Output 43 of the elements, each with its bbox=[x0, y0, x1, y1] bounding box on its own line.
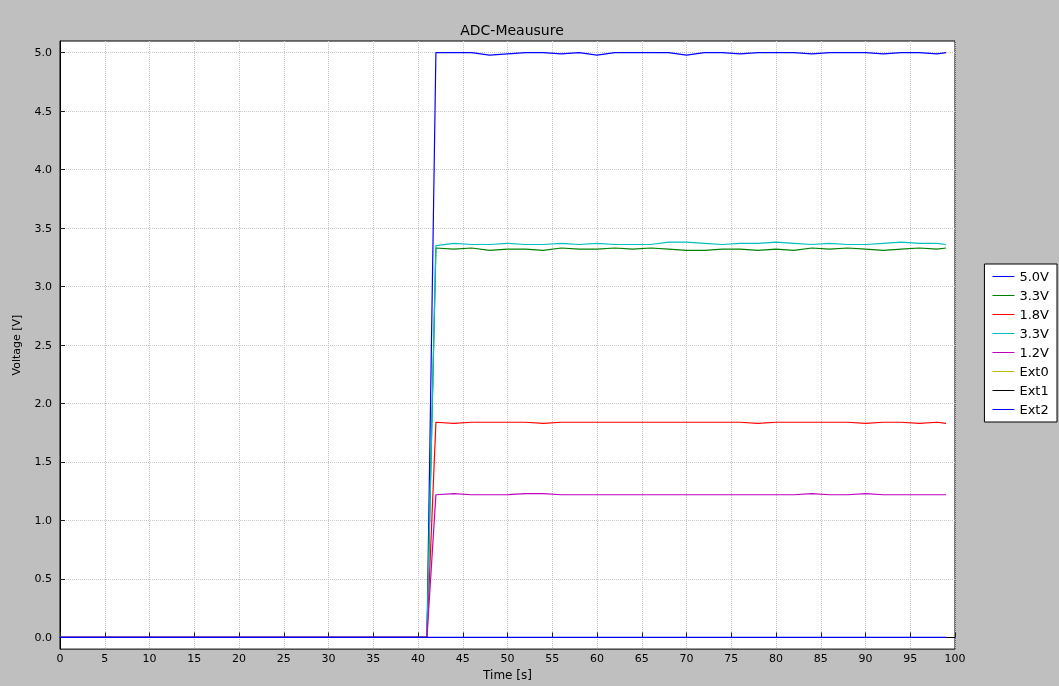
x-tick-label: 45 bbox=[455, 652, 470, 666]
y-tick-label: 4.5 bbox=[34, 104, 52, 118]
legend-label: Ext1 bbox=[1019, 383, 1049, 398]
y-tick-label: 1.5 bbox=[34, 455, 52, 469]
y-tick-label: 3.5 bbox=[34, 221, 52, 235]
x-axis-title: Time [s] bbox=[482, 668, 532, 682]
x-tick-label: 10 bbox=[142, 652, 157, 666]
x-tick-label: 30 bbox=[321, 652, 336, 666]
x-tick-label: 25 bbox=[276, 652, 291, 666]
legend-label: 3.3V bbox=[1019, 288, 1050, 303]
y-tick-label: 2.0 bbox=[34, 397, 52, 411]
x-tick-label: 75 bbox=[724, 652, 739, 666]
x-tick-label: 50 bbox=[500, 652, 515, 666]
y-axis-title: Voltage [V] bbox=[10, 314, 23, 376]
x-tick-label: 40 bbox=[411, 652, 425, 666]
x-tick-label: 5 bbox=[101, 652, 109, 666]
x-tick-label: 65 bbox=[634, 652, 649, 666]
legend-label: 1.8V bbox=[1019, 307, 1050, 322]
x-tick-label: 15 bbox=[187, 652, 202, 666]
y-tick-label: 5.0 bbox=[34, 46, 52, 60]
x-tick-label: 55 bbox=[545, 652, 560, 666]
x-tick-label: 0 bbox=[56, 652, 64, 666]
x-tick-label: 60 bbox=[590, 652, 604, 666]
y-tick-label: 0.5 bbox=[34, 572, 52, 586]
y-tick-label: 2.5 bbox=[34, 338, 52, 352]
y-tick-label: 3.0 bbox=[34, 280, 52, 294]
x-tick-label: 35 bbox=[366, 652, 381, 666]
x-tick-label: 80 bbox=[769, 652, 783, 666]
legend-label: Ext0 bbox=[1019, 364, 1049, 379]
x-tick-label: 70 bbox=[679, 652, 694, 666]
x-tick-label: 85 bbox=[813, 652, 828, 666]
y-tick-label: 0.0 bbox=[34, 630, 52, 644]
x-tick-label: 20 bbox=[232, 652, 246, 666]
legend-label: 5.0V bbox=[1019, 269, 1050, 284]
chart-title: ADC-Meausure bbox=[460, 22, 564, 38]
y-tick-label: 1.0 bbox=[34, 513, 52, 527]
legend-label: Ext2 bbox=[1019, 402, 1049, 417]
legend-label: 1.2V bbox=[1019, 345, 1050, 360]
x-tick-label: 90 bbox=[858, 652, 873, 666]
x-tick-label: 100 bbox=[944, 652, 966, 666]
legend-label: 3.3V bbox=[1019, 326, 1050, 341]
y-tick-label: 4.0 bbox=[34, 163, 52, 177]
x-tick-label: 95 bbox=[903, 652, 918, 666]
